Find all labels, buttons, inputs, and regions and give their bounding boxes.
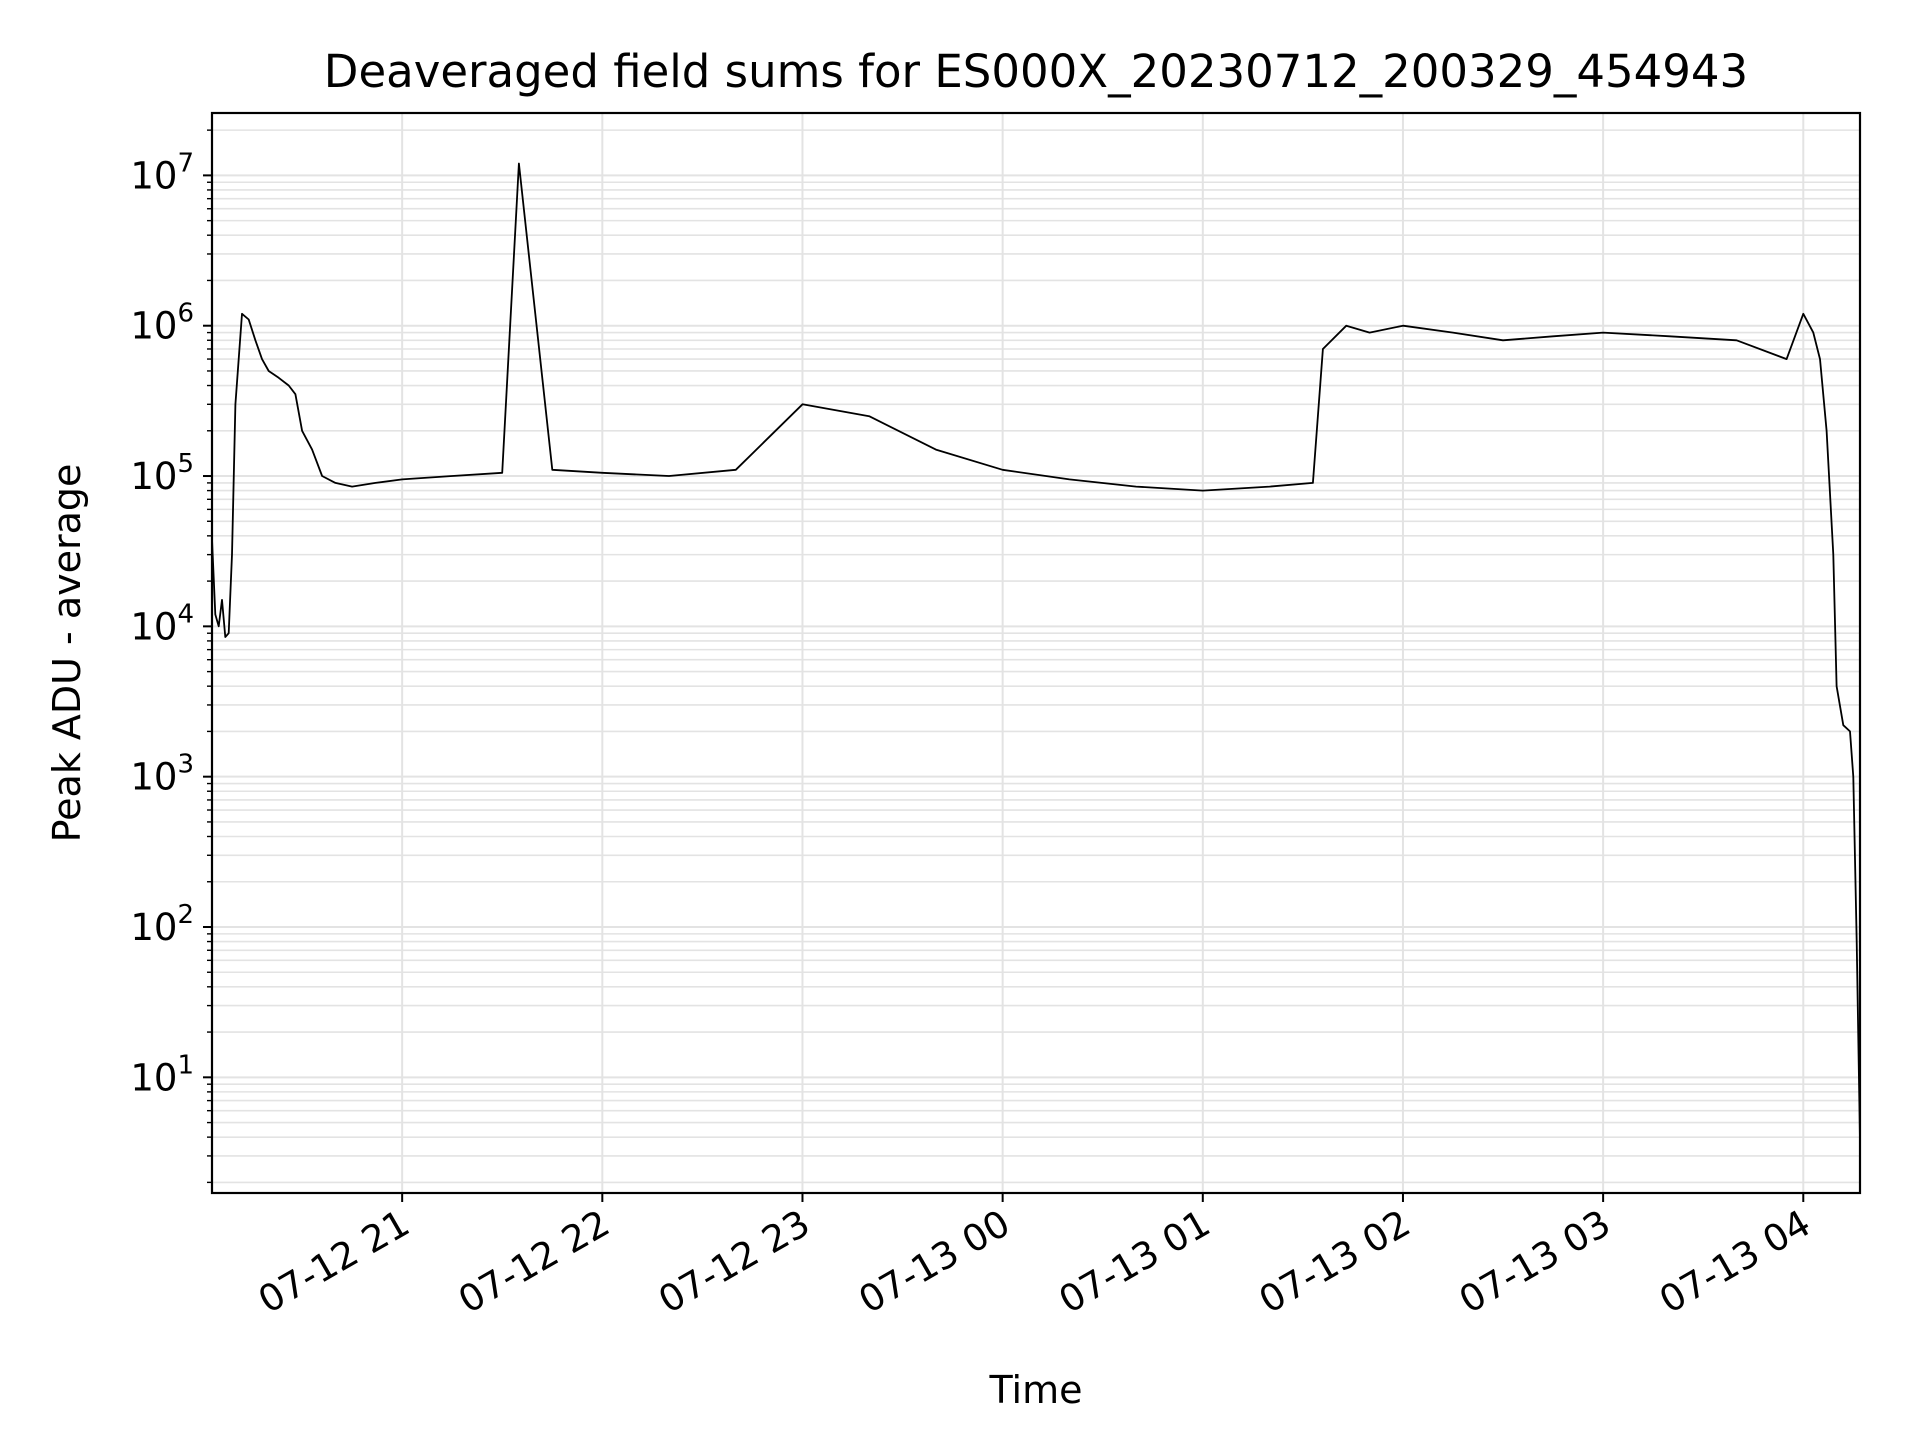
y-tick-label: 105 (130, 449, 194, 498)
plot-frame (210, 111, 1862, 1195)
x-tick-label: 07-13 04 (1652, 1202, 1818, 1322)
y-tick-base: 10 (130, 605, 177, 648)
y-tick-base: 10 (130, 906, 177, 949)
y-tick-exponent: 6 (177, 299, 194, 329)
x-axis-label: Time (989, 1368, 1083, 1412)
plot-area (211, 162, 1861, 1141)
y-tick-exponent: 4 (177, 599, 194, 629)
y-tick-exponent: 7 (177, 148, 194, 178)
y-tick-label: 101 (130, 1050, 194, 1099)
y-tick-exponent: 1 (177, 1050, 194, 1080)
x-tick-label: 07-13 02 (1252, 1202, 1418, 1322)
series-line-0 (211, 162, 1861, 1141)
x-tick-label: 07-12 21 (251, 1202, 417, 1322)
y-tick-label: 104 (130, 599, 194, 648)
y-tick-exponent: 5 (177, 449, 194, 479)
y-tick-exponent: 2 (177, 900, 194, 930)
y-tick-exponent: 3 (177, 750, 194, 780)
y-axis-label: Peak ADU - average (45, 464, 89, 843)
x-axis: 07-12 21 07-12 22 07-12 23 07-13 00 07-13 01… (251, 1193, 1818, 1322)
x-tick-label: 07-12 22 (451, 1202, 617, 1322)
y-tick-label: 103 (130, 750, 194, 799)
chart-title: Deaveraged field sums for ES000X_2023071… (324, 45, 1748, 98)
y-tick-base: 10 (130, 756, 177, 799)
x-tick-label: 07-13 03 (1452, 1202, 1618, 1322)
y-tick-label: 107 (130, 148, 194, 197)
y-tick-base: 10 (130, 305, 177, 348)
x-tick-label: 07-13 00 (852, 1202, 1018, 1322)
grid (212, 113, 1860, 1193)
y-tick-base: 10 (130, 154, 177, 197)
y-tick-base: 10 (130, 1056, 177, 1099)
y-tick-label: 102 (130, 900, 194, 949)
y-tick-base: 10 (130, 455, 177, 498)
y-tick-label: 106 (130, 299, 194, 348)
x-tick-label: 07-13 01 (1052, 1202, 1218, 1322)
x-tick-label: 07-12 23 (651, 1202, 817, 1322)
